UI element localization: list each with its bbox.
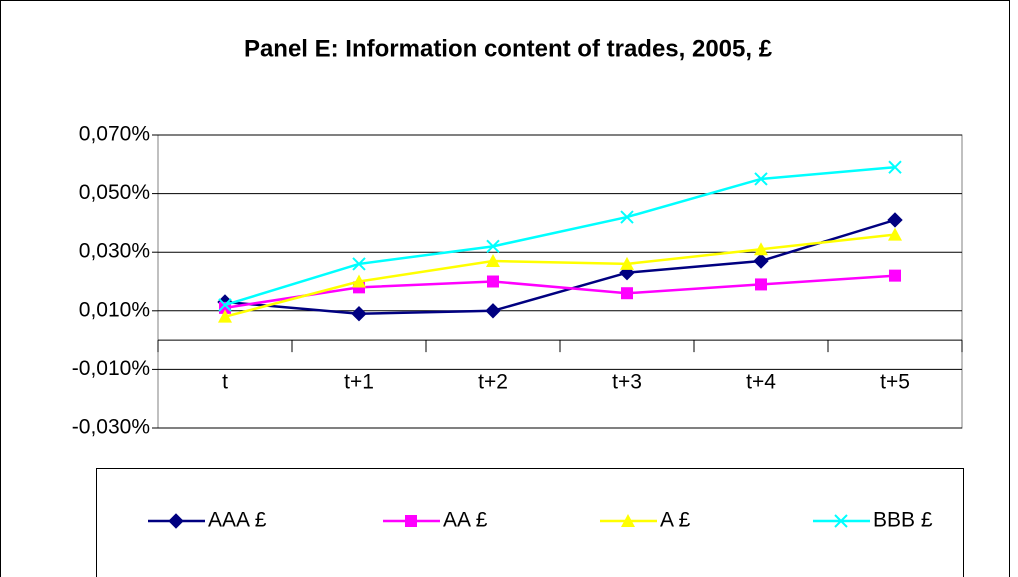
marker — [405, 515, 417, 527]
x-tick-label: t — [222, 371, 228, 394]
marker — [486, 253, 500, 267]
marker — [485, 303, 501, 319]
marker — [621, 514, 635, 527]
marker — [486, 239, 500, 254]
plot-area — [157, 134, 963, 429]
marker — [168, 513, 184, 529]
y-tick-label: 0,050% — [79, 181, 150, 204]
y-tick-label: 0,010% — [79, 298, 150, 321]
x-tick-label: t+2 — [478, 371, 508, 394]
marker — [487, 275, 499, 288]
legend-box — [96, 468, 964, 577]
marker — [218, 309, 232, 323]
marker — [620, 210, 634, 224]
y-tick-label: 0,030% — [79, 240, 150, 263]
y-tick-label: -0,010% — [72, 357, 150, 380]
series-line — [224, 165, 896, 307]
marker — [352, 257, 366, 271]
series-line — [224, 218, 896, 315]
marker — [753, 253, 769, 269]
legend-label: AA £ — [443, 509, 488, 532]
marker — [754, 242, 768, 256]
marker — [218, 298, 232, 312]
marker — [755, 278, 767, 291]
legend-label: BBB £ — [873, 509, 933, 532]
marker — [351, 306, 367, 322]
x-tick-label: t+4 — [746, 371, 776, 394]
chart-title: Panel E: Information content of trades, … — [244, 35, 773, 62]
legend-label: AAA £ — [208, 509, 267, 532]
marker — [889, 269, 901, 282]
y-tick-label: -0,030% — [72, 416, 150, 439]
marker — [754, 172, 768, 186]
marker — [887, 212, 903, 228]
series-line — [224, 233, 896, 318]
legend-label: A £ — [660, 509, 691, 532]
x-tick-label: t+5 — [880, 371, 910, 394]
marker — [620, 256, 634, 270]
series-line — [224, 274, 896, 310]
y-tick-label: 0,070% — [79, 123, 150, 146]
marker — [352, 274, 366, 288]
x-tick-label: t+3 — [612, 371, 642, 394]
marker — [621, 287, 633, 300]
marker — [888, 227, 902, 241]
marker — [834, 514, 848, 528]
x-tick-label: t+1 — [344, 371, 374, 394]
marker — [888, 160, 902, 174]
